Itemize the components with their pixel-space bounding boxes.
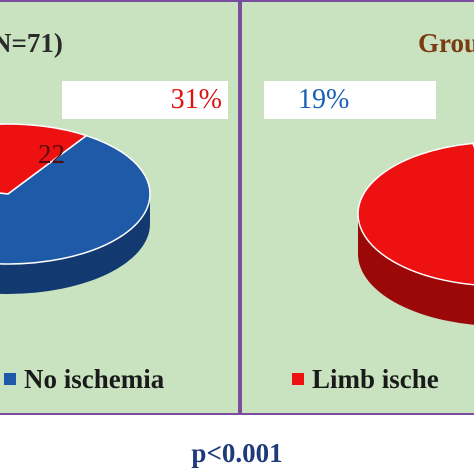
left-side-no-ischemia-b [0, 194, 150, 294]
left-chart-panel: 22 N=71) 31% No ischemia [0, 0, 240, 415]
left-legend: No ischemia [4, 362, 164, 396]
left-percent-label: 31% [62, 81, 228, 119]
right-side-limb-ischemia-b [358, 214, 474, 325]
right-slice-limb-ischemia [357, 142, 474, 286]
left-data-label-22: 22 [38, 139, 65, 169]
p-value-label: p<0.001 [191, 438, 283, 468]
right-chart-title: Grou [418, 28, 474, 58]
legend-swatch-no-ischemia [4, 373, 16, 385]
left-pie-chart: 22 [0, 123, 151, 294]
legend-label-no-ischemia: No ischemia [24, 363, 165, 394]
right-percent-label: 19% [264, 81, 436, 119]
legend-swatch-limb-ischemia [292, 373, 304, 385]
right-pie-chart [357, 142, 474, 325]
left-slice-no-ischemia [0, 134, 151, 265]
left-slice-limb-ischemia [0, 123, 88, 195]
left-chart-title: N=71) [0, 28, 63, 58]
right-chart-panel: Grou 19% Limb ische [240, 0, 474, 415]
legend-label-limb-ischemia: Limb ische [312, 363, 439, 394]
right-legend: Limb ische [292, 362, 439, 396]
